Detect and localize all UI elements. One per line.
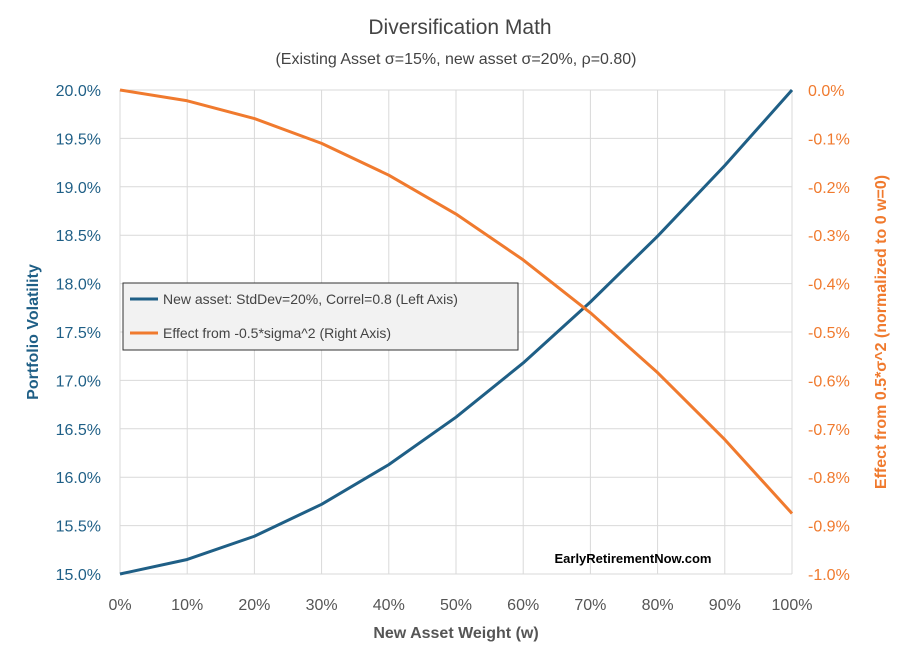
y-right-tick-label: -0.3%	[808, 228, 850, 245]
y-left-tick-label: 15.0%	[56, 567, 101, 584]
x-tick-label: 90%	[709, 597, 741, 614]
x-tick-label: 70%	[574, 597, 606, 614]
y-axis-right-label: Effect from 0.5*σ^2 (normalized to 0 w=0…	[873, 175, 890, 489]
y-left-tick-label: 18.0%	[56, 277, 101, 294]
x-tick-label: 80%	[642, 597, 674, 614]
chart-title: Diversification Math	[368, 16, 551, 39]
y-right-tick-label: -0.5%	[808, 325, 850, 342]
x-tick-label: 30%	[306, 597, 338, 614]
y-right-tick-label: -0.2%	[808, 180, 850, 197]
y-left-tick-label: 17.0%	[56, 373, 101, 390]
y-right-tick-label: -0.6%	[808, 373, 850, 390]
y-left-tick-label: 18.5%	[56, 228, 101, 245]
legend: New asset: StdDev=20%, Correl=0.8 (Left …	[123, 283, 518, 350]
x-tick-label: 20%	[238, 597, 270, 614]
y-left-tick-label: 17.5%	[56, 325, 101, 342]
x-tick-label: 0%	[108, 597, 131, 614]
x-axis-label: New Asset Weight (w)	[373, 625, 538, 642]
y-axis-left-label: Portfolio Volatility	[25, 264, 42, 400]
y-right-tick-label: 0.0%	[808, 83, 844, 100]
y-right-tick-label: -0.4%	[808, 277, 850, 294]
x-tick-label: 40%	[373, 597, 405, 614]
legend-label-volatility: New asset: StdDev=20%, Correl=0.8 (Left …	[163, 291, 458, 307]
y-left-tick-label: 15.5%	[56, 519, 101, 536]
watermark: EarlyRetirementNow.com	[554, 551, 711, 566]
y-left-tick-label: 16.5%	[56, 422, 101, 439]
y-right-tick-label: -0.1%	[808, 131, 850, 148]
y-left-tick-label: 20.0%	[56, 83, 101, 100]
x-tick-label: 10%	[171, 597, 203, 614]
y-right-tick-label: -0.7%	[808, 422, 850, 439]
chart-subtitle: (Existing Asset σ=15%, new asset σ=20%, …	[275, 51, 636, 68]
y-right-tick-label: -0.9%	[808, 519, 850, 536]
y-right-tick-label: -0.8%	[808, 470, 850, 487]
y-left-tick-label: 16.0%	[56, 470, 101, 487]
y-left-tick-label: 19.5%	[56, 131, 101, 148]
x-tick-label: 50%	[440, 597, 472, 614]
legend-label-effect: Effect from -0.5*sigma^2 (Right Axis)	[163, 325, 391, 341]
y-right-tick-label: -1.0%	[808, 567, 850, 584]
x-tick-label: 60%	[507, 597, 539, 614]
x-tick-label: 100%	[772, 597, 813, 614]
y-left-tick-label: 19.0%	[56, 180, 101, 197]
